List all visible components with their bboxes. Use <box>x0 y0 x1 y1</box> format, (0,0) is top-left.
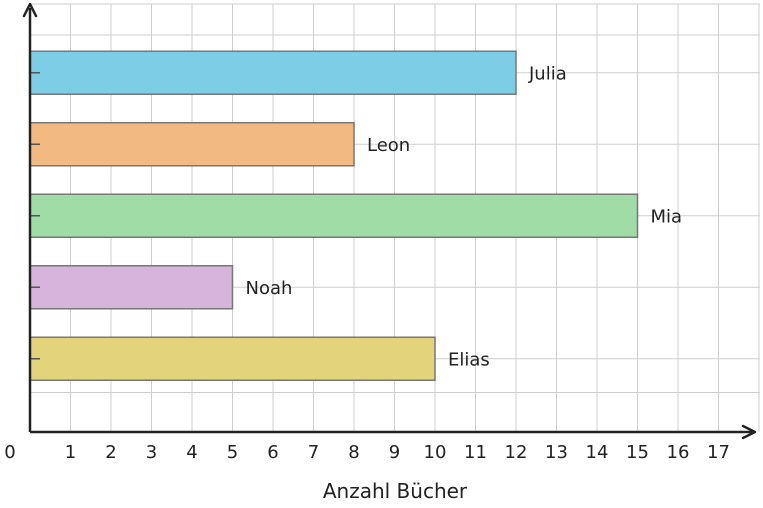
x-tick-labels: 0 1 2 3 4 5 6 7 8 9 10 11 12 13 14 15 16 17 <box>4 442 730 463</box>
bar-label-julia: Julia <box>528 63 567 84</box>
x-tick-label: 13 <box>545 442 568 463</box>
y-axis-arrow <box>22 2 38 18</box>
bar-mia <box>29 193 639 238</box>
x-tick-label: 15 <box>626 442 649 463</box>
bar-noah <box>29 265 234 310</box>
x-tick-label: 8 <box>348 442 359 463</box>
x-tick-label: 17 <box>707 442 730 463</box>
x-tick-label: 4 <box>186 442 197 463</box>
bar-julia <box>29 50 517 95</box>
x-tick-label: 10 <box>424 442 447 463</box>
bar-leon <box>29 122 355 167</box>
x-tick-label: 2 <box>105 442 116 463</box>
x-tick-label: 7 <box>308 442 319 463</box>
bar-label-leon: Leon <box>367 135 410 156</box>
bar-elias <box>29 336 436 381</box>
x-tick-label: 1 <box>65 442 76 463</box>
x-tick-label: 0 <box>4 442 15 463</box>
bar-label-noah: Noah <box>246 278 293 299</box>
bars: Julia Leon Mia Noah Elias <box>29 50 683 381</box>
bar-label-mia: Mia <box>651 206 683 227</box>
x-tick-label: 5 <box>227 442 238 463</box>
x-tick-label: 16 <box>667 442 690 463</box>
x-tick-label: 14 <box>586 442 609 463</box>
bar-label-elias: Elias <box>448 349 490 370</box>
x-tick-label: 11 <box>464 442 487 463</box>
x-axis-arrow <box>741 424 757 440</box>
axes <box>22 2 757 440</box>
x-tick-label: 6 <box>267 442 278 463</box>
x-tick-label: 12 <box>505 442 528 463</box>
x-tick-label: 3 <box>146 442 157 463</box>
x-tick-label: 9 <box>389 442 400 463</box>
x-axis-title: Anzahl Bücher <box>323 479 468 503</box>
